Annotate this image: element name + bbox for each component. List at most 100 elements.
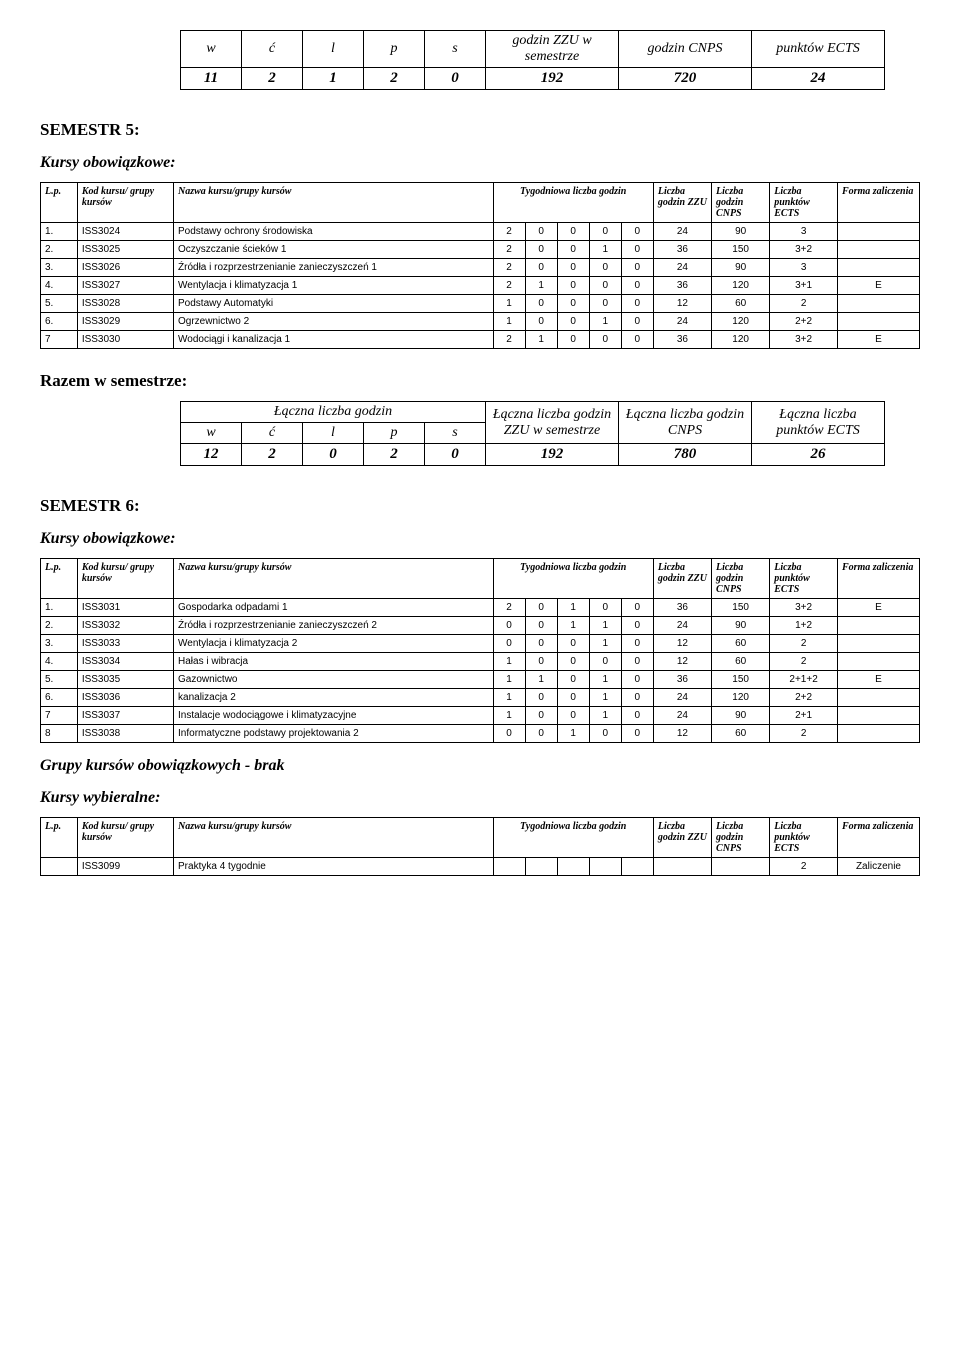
- cell: 0: [557, 259, 589, 277]
- th-forma: Forma zaliczenia: [837, 818, 919, 858]
- cell: [837, 313, 919, 331]
- cell: 3.: [41, 259, 78, 277]
- cell: [525, 858, 557, 876]
- cell: [493, 858, 525, 876]
- cell: 24: [653, 223, 711, 241]
- cell: ISS3035: [77, 671, 173, 689]
- cell: 7: [41, 331, 78, 349]
- cell: Gazownictwo: [174, 671, 494, 689]
- sem5-sub: Kursy obowiązkowe:: [40, 154, 920, 172]
- cell: 1: [493, 313, 525, 331]
- hdr-p: p: [364, 31, 425, 68]
- val-p: 2: [364, 68, 425, 90]
- cell: 1: [525, 277, 557, 295]
- cell: [837, 689, 919, 707]
- cell: 0: [621, 331, 653, 349]
- cell: 60: [712, 653, 770, 671]
- cell: 0: [589, 599, 621, 617]
- table-row: 1.ISS3024Podstawy ochrony środowiska2000…: [41, 223, 920, 241]
- th-kod: Kod kursu/ grupy kursów: [77, 818, 173, 858]
- cell: 60: [712, 725, 770, 743]
- th-ects: Liczba punktów ECTS: [770, 183, 838, 223]
- cell: 0: [525, 241, 557, 259]
- cell: 0: [557, 331, 589, 349]
- cell: 2: [770, 725, 838, 743]
- cell: 3+2: [770, 241, 838, 259]
- cell: 7: [41, 707, 78, 725]
- cell: 0: [493, 617, 525, 635]
- cell: 36: [653, 599, 711, 617]
- cell: Zaliczenie: [837, 858, 919, 876]
- sem6-sub: Kursy obowiązkowe:: [40, 530, 920, 548]
- cell: 2+2: [770, 313, 838, 331]
- hdr-c: ć: [242, 423, 303, 444]
- cell: 3: [770, 223, 838, 241]
- cell: 2: [493, 599, 525, 617]
- razem-label: Razem w semestrze:: [40, 371, 920, 391]
- cell: ISS3034: [77, 653, 173, 671]
- cell: 0: [525, 295, 557, 313]
- th-forma: Forma zaliczenia: [837, 559, 919, 599]
- cell: 24: [653, 617, 711, 635]
- th-nazwa: Nazwa kursu/grupy kursów: [174, 559, 494, 599]
- cell: 2: [493, 241, 525, 259]
- cell: 0: [621, 277, 653, 295]
- cell: 0: [621, 725, 653, 743]
- cell: 0: [525, 707, 557, 725]
- cell: 0: [525, 725, 557, 743]
- cell: E: [837, 331, 919, 349]
- cell: 2.: [41, 617, 78, 635]
- cell: 1: [589, 707, 621, 725]
- cell: 0: [557, 295, 589, 313]
- cell: 0: [557, 707, 589, 725]
- cell: 0: [621, 259, 653, 277]
- cell: [589, 858, 621, 876]
- cell: 60: [712, 295, 770, 313]
- cell: 36: [653, 671, 711, 689]
- cell: [41, 858, 78, 876]
- val-s: 0: [425, 68, 486, 90]
- th-cnps: Liczba godzin CNPS: [712, 183, 770, 223]
- cell: 1: [493, 707, 525, 725]
- cell: ISS3031: [77, 599, 173, 617]
- cell: 90: [712, 223, 770, 241]
- cell: 1: [493, 689, 525, 707]
- cell: ISS3025: [77, 241, 173, 259]
- cell: 12: [653, 635, 711, 653]
- cell: 0: [589, 653, 621, 671]
- hdr-zzu: godzin ZZU w semestrze: [486, 31, 619, 68]
- cell: 0: [589, 277, 621, 295]
- sem5-table: L.p. Kod kursu/ grupy kursów Nazwa kursu…: [40, 182, 920, 349]
- th-kod: Kod kursu/ grupy kursów: [77, 183, 173, 223]
- cell: 0: [621, 295, 653, 313]
- cell: 1.: [41, 223, 78, 241]
- cell: 12: [653, 653, 711, 671]
- cell: Oczyszczanie ścieków 1: [174, 241, 494, 259]
- table-row: 2.ISS3032Źródła i rozprzestrzenianie zan…: [41, 617, 920, 635]
- cell: 36: [653, 277, 711, 295]
- hdr-group: Łączna liczba godzin: [181, 402, 486, 423]
- hdr-c: ć: [242, 31, 303, 68]
- cell: 24: [653, 259, 711, 277]
- cell: 0: [525, 689, 557, 707]
- cell: kanalizacja 2: [174, 689, 494, 707]
- hdr-w: w: [181, 31, 242, 68]
- cell: 3: [770, 259, 838, 277]
- cell: 150: [712, 241, 770, 259]
- cell: 0: [589, 259, 621, 277]
- table-row: ISS3099Praktyka 4 tygodnie2Zaliczenie: [41, 858, 920, 876]
- cell: 1.: [41, 599, 78, 617]
- cell: 1: [493, 295, 525, 313]
- cell: [837, 635, 919, 653]
- val-l: 0: [303, 444, 364, 466]
- cell: ISS3036: [77, 689, 173, 707]
- table-row: 2.ISS3025Oczyszczanie ścieków 1200103615…: [41, 241, 920, 259]
- cell: 0: [621, 617, 653, 635]
- summary-mid-table: Łączna liczba godzin Łączna liczba godzi…: [180, 401, 885, 466]
- table-row: 3.ISS3033Wentylacja i klimatyzacja 20001…: [41, 635, 920, 653]
- th-lp: L.p.: [41, 183, 78, 223]
- cell: 2: [493, 277, 525, 295]
- cell: 1: [525, 331, 557, 349]
- table-row: 8ISS3038Informatyczne podstawy projektow…: [41, 725, 920, 743]
- th-tyg: Tygodniowa liczba godzin: [493, 559, 653, 599]
